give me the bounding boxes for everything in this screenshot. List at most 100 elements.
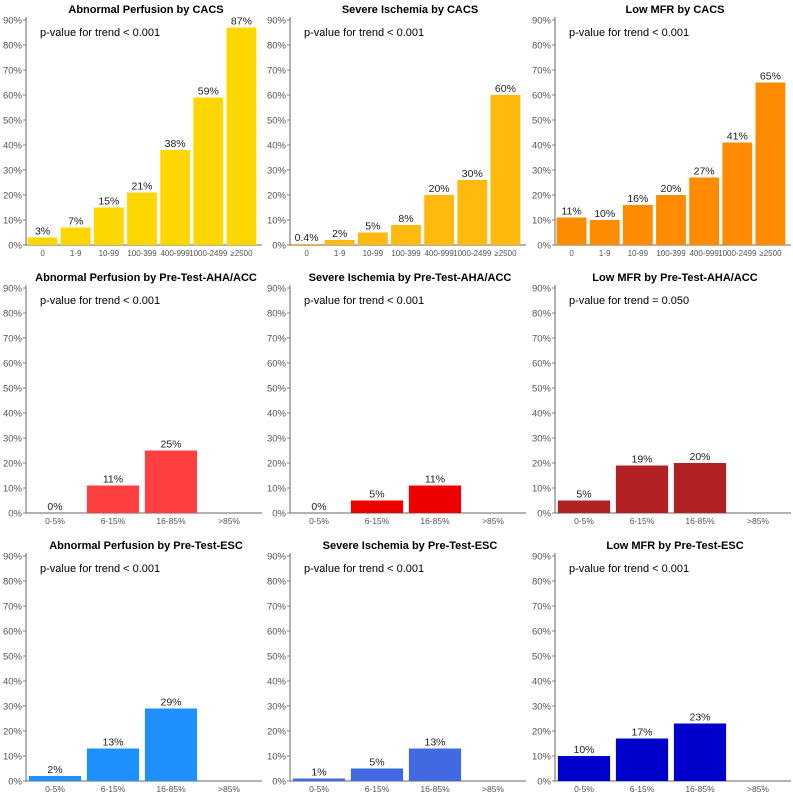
bar: [615, 738, 669, 781]
x-tick-label: 0-5%: [45, 784, 65, 794]
y-tick-label: 60%: [267, 627, 287, 638]
data-label: 11%: [561, 206, 581, 218]
x-tick-label: 16-85%: [685, 516, 715, 526]
data-label: 7%: [68, 216, 83, 228]
y-tick-label: 70%: [532, 334, 552, 345]
y-tick-label: 50%: [532, 116, 552, 127]
data-label: 5%: [369, 757, 384, 769]
chart-title: Abnormal Perfusion by Pre-Test-AHA/ACC: [35, 272, 257, 284]
y-tick-label: 20%: [3, 727, 23, 738]
y-tick-label: 0%: [8, 777, 22, 788]
chart-panel: Abnormal Perfusion by CACS p-value for tr…: [0, 0, 264, 268]
bar: [755, 82, 786, 245]
chart-title: Severe Ischemia by CACS: [342, 4, 478, 16]
y-tick-label: 70%: [267, 334, 287, 345]
bar: [291, 244, 322, 245]
chart-panel: Severe Ischemia by Pre-Test-AHA/ACC p-val…: [264, 268, 528, 536]
y-tick-label: 70%: [532, 66, 552, 77]
y-tick-label: 30%: [3, 702, 23, 713]
y-tick-label: 40%: [3, 677, 23, 688]
y-tick-label: 40%: [532, 141, 552, 152]
x-tick-label: >85%: [218, 516, 240, 526]
bar: [93, 207, 124, 245]
chart-panel: Severe Ischemia by Pre-Test-ESC p-value f…: [264, 536, 528, 804]
bar: [615, 465, 669, 513]
y-tick-label: 80%: [532, 41, 552, 52]
y-tick-label: 70%: [532, 602, 552, 613]
x-tick-label: 10-99: [628, 249, 649, 258]
x-tick-label: 10-99: [99, 249, 120, 258]
bar: [391, 225, 421, 245]
chart-panel: Severe Ischemia by CACS p-value for trend…: [264, 0, 528, 268]
data-label: 0%: [47, 501, 62, 513]
chart-title: Low MFR by Pre-Test-ESC: [606, 540, 743, 552]
bar: [324, 240, 355, 245]
chart-panel: Low MFR by Pre-Test-AHA/ACC p-value for t…: [529, 268, 793, 536]
bar: [424, 195, 455, 245]
data-label: 5%: [369, 489, 384, 501]
bar: [722, 142, 753, 245]
x-tick-label: 16-85%: [156, 784, 186, 794]
data-label: 2%: [47, 764, 62, 776]
bar: [673, 463, 727, 513]
y-tick-label: 70%: [267, 66, 287, 77]
bar: [689, 177, 720, 245]
data-label: 0.4%: [295, 232, 319, 244]
trend-annotation: p-value for trend < 0.001: [304, 27, 424, 39]
y-tick-label: 10%: [3, 484, 23, 495]
chart-title: Severe Ischemia by Pre-Test-ESC: [323, 540, 498, 552]
y-tick-label: 40%: [267, 141, 287, 152]
y-tick-label: 10%: [532, 484, 552, 495]
y-tick-label: 10%: [532, 216, 552, 227]
y-tick-label: 0%: [8, 509, 22, 520]
bar: [357, 232, 388, 245]
x-tick-label: 1000-2499: [453, 249, 492, 258]
bar: [144, 708, 198, 781]
trend-annotation: p-value for trend < 0.001: [569, 563, 689, 575]
y-tick-label: 50%: [3, 652, 23, 663]
y-tick-label: 50%: [267, 384, 287, 395]
y-tick-label: 80%: [3, 309, 23, 320]
bar: [27, 237, 58, 245]
y-tick-label: 90%: [532, 16, 552, 27]
y-tick-label: 20%: [267, 191, 287, 202]
data-label: 10%: [573, 744, 594, 756]
bar: [60, 227, 91, 245]
bar: [589, 220, 620, 245]
y-tick-label: 60%: [267, 359, 287, 370]
x-tick-label: 6-15%: [630, 516, 655, 526]
y-tick-label: 30%: [532, 434, 552, 445]
data-label: 20%: [429, 183, 450, 195]
trend-annotation: p-value for trend < 0.001: [40, 563, 160, 575]
data-label: 41%: [727, 131, 748, 143]
bar: [86, 485, 140, 513]
x-tick-label: 6-15%: [630, 784, 655, 794]
y-tick-label: 10%: [532, 752, 552, 763]
y-tick-label: 70%: [3, 334, 23, 345]
data-label: 30%: [462, 168, 483, 180]
y-tick-label: 0%: [272, 509, 286, 520]
bar: [557, 500, 611, 513]
trend-annotation: p-value for trend < 0.001: [40, 295, 160, 307]
y-tick-label: 10%: [3, 216, 23, 227]
y-tick-label: 50%: [3, 116, 23, 127]
x-tick-label: ≥2500: [494, 249, 517, 258]
x-tick-label: 100-399: [127, 249, 157, 258]
x-tick-label: ≥2500: [759, 249, 782, 258]
y-tick-label: 10%: [267, 484, 287, 495]
y-tick-label: 60%: [532, 627, 552, 638]
x-tick-label: 6-15%: [101, 784, 126, 794]
x-tick-label: >85%: [482, 784, 504, 794]
y-tick-label: 40%: [3, 141, 23, 152]
chart-title: Abnormal Perfusion by Pre-Test-ESC: [49, 540, 243, 552]
y-tick-label: 60%: [3, 91, 23, 102]
y-tick-label: 20%: [267, 459, 287, 470]
y-tick-label: 0%: [272, 777, 286, 788]
y-tick-label: 30%: [267, 434, 287, 445]
data-label: 29%: [160, 697, 181, 709]
y-tick-label: 0%: [537, 777, 551, 788]
y-tick-label: 10%: [267, 216, 287, 227]
chart-panel: Abnormal Perfusion by Pre-Test-AHA/ACC p-…: [0, 268, 264, 536]
bar: [86, 748, 140, 781]
data-label: 13%: [424, 737, 445, 749]
